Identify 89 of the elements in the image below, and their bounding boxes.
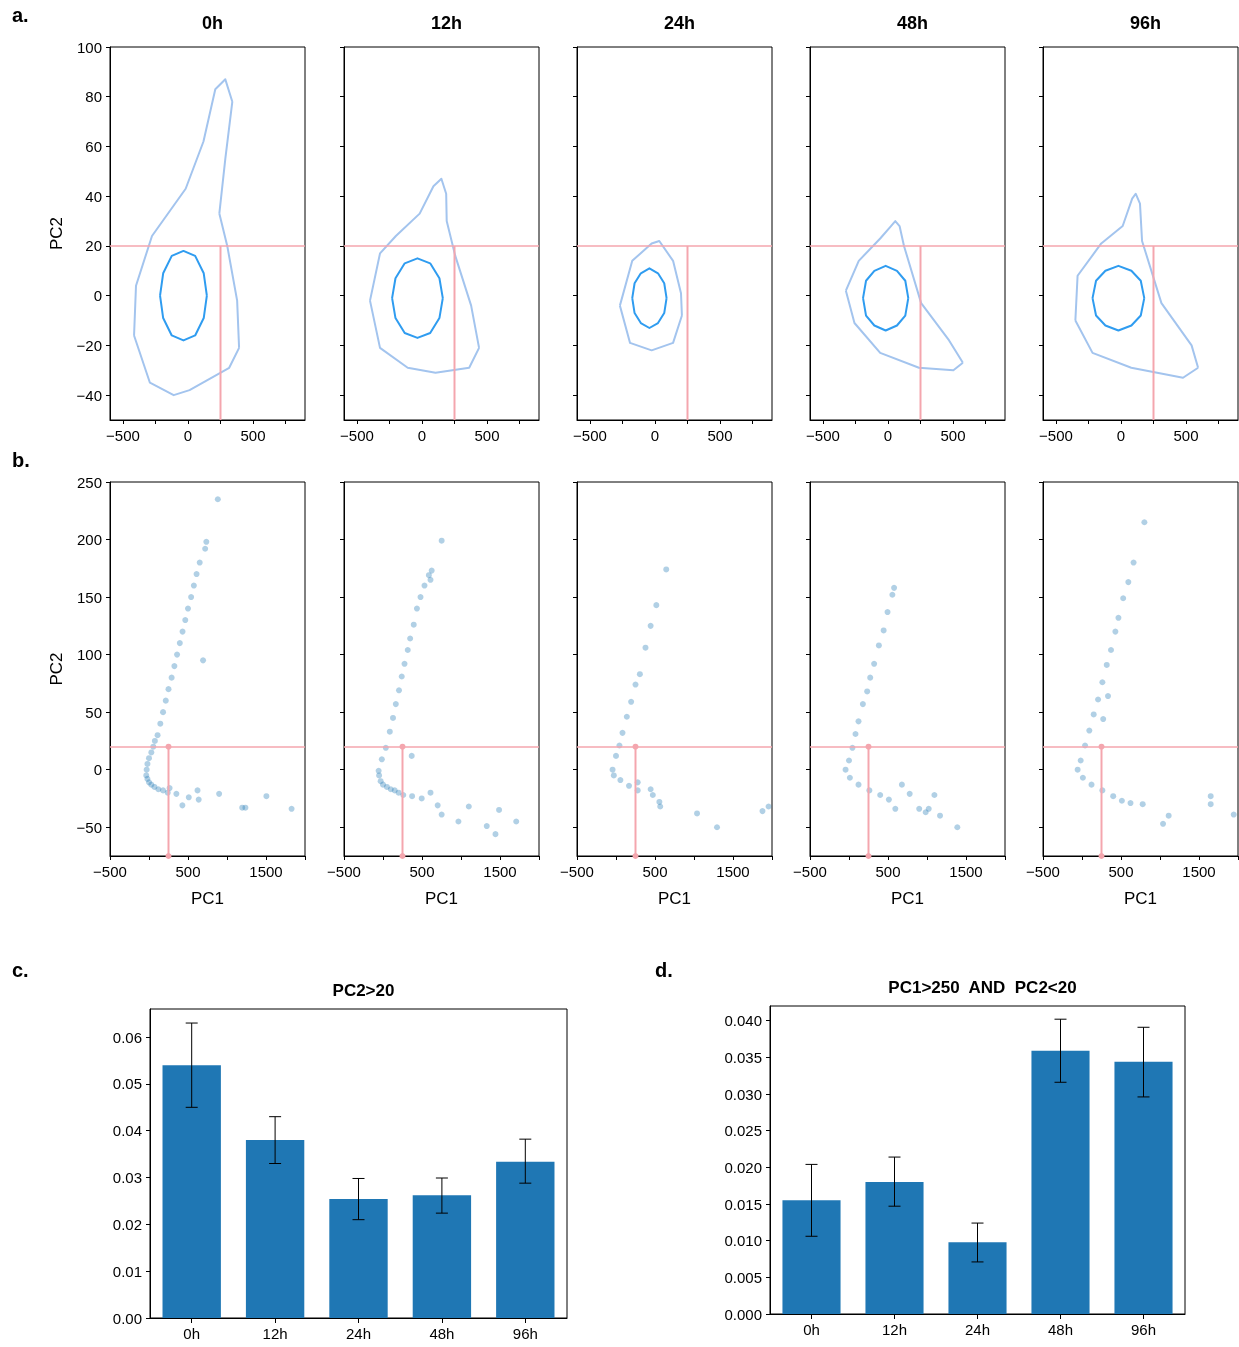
y-axis-title: PC2 (47, 652, 66, 686)
x-tick-label: 500 (642, 863, 668, 880)
x-axis-title: PC1 (424, 889, 459, 908)
x-tick-label: 500 (875, 863, 901, 880)
y-tick-label: −20 (76, 336, 102, 354)
x-tick-label: −500 (327, 863, 361, 880)
x-tick-label: 48h (1047, 1321, 1074, 1338)
x-tick-label: 500 (409, 863, 435, 880)
text: a. (12, 4, 29, 26)
y-tick-label: 0.03 (112, 1169, 142, 1187)
y-axis-title: PC2 (47, 216, 66, 251)
y-tick-label: 0.035 (724, 1048, 762, 1066)
y-tick-label: 0.005 (724, 1268, 762, 1286)
y-tick-label: 0.05 (112, 1075, 142, 1093)
x-tick-label: 0h (183, 1325, 201, 1342)
y-tick-label: 50 (85, 703, 102, 721)
x-tick-label: 500 (175, 863, 201, 880)
chart-title: 24h (663, 13, 696, 33)
x-tick-label: −500 (1026, 863, 1060, 880)
y-tick-label: 0.000 (724, 1305, 762, 1323)
x-tick-label: 0 (650, 427, 660, 444)
x-axis-title: PC1 (1123, 889, 1158, 908)
y-tick-label: 0.02 (112, 1215, 142, 1233)
x-tick-label: 0 (417, 427, 427, 444)
x-tick-label: 24h (345, 1325, 372, 1342)
text: c. (12, 959, 29, 981)
x-axis-title: PC1 (657, 889, 692, 908)
x-tick-label: −500 (340, 427, 374, 444)
x-tick-label: 12h (262, 1325, 288, 1342)
x-tick-label: 1500 (249, 863, 283, 880)
y-tick-label: 0 (93, 761, 102, 779)
y-tick-label: 0.020 (724, 1158, 762, 1176)
x-tick-label: 500 (240, 427, 266, 444)
x-tick-label: 500 (1108, 863, 1134, 880)
y-tick-label: 0.04 (112, 1122, 142, 1140)
x-tick-label: 500 (940, 427, 966, 444)
x-tick-label: 0 (883, 427, 893, 444)
y-tick-label: 40 (85, 187, 102, 205)
y-tick-label: 0.040 (724, 1012, 762, 1030)
y-tick-label: 0 (93, 287, 102, 305)
y-tick-label: −50 (76, 818, 102, 836)
y-tick-label: 0.010 (724, 1232, 762, 1250)
x-tick-label: −500 (793, 863, 827, 880)
y-tick-label: 200 (76, 531, 102, 549)
y-tick-label: −40 (76, 386, 102, 404)
text: d. (655, 959, 673, 981)
x-tick-label: 1500 (1182, 863, 1216, 880)
x-tick-label: 0h (803, 1321, 820, 1338)
x-tick-label: 500 (707, 427, 733, 444)
x-tick-label: 0 (1116, 427, 1126, 444)
x-tick-label: 12h (881, 1321, 908, 1338)
chart-title: 12h (430, 13, 463, 33)
text: b. (12, 449, 30, 471)
x-tick-label: −500 (93, 863, 127, 880)
x-tick-label: 48h (429, 1325, 455, 1342)
x-tick-label: 500 (474, 427, 500, 444)
y-tick-label: 0.01 (112, 1262, 142, 1280)
x-tick-label: 500 (1173, 427, 1199, 444)
y-tick-label: 0.06 (112, 1028, 142, 1046)
chart-title: 48h (896, 13, 929, 33)
chart-title: PC2>20 (332, 981, 395, 1000)
x-tick-label: 96h (512, 1325, 538, 1342)
x-tick-label: −500 (560, 863, 594, 880)
x-tick-label: 1500 (949, 863, 983, 880)
y-tick-label: 0.030 (724, 1085, 762, 1103)
x-tick-label: 0 (183, 427, 193, 444)
x-axis-title: PC1 (890, 889, 925, 908)
y-tick-label: 100 (76, 646, 102, 664)
y-tick-label: 0.025 (724, 1122, 762, 1140)
y-tick-label: 100 (76, 38, 102, 56)
y-tick-label: 60 (85, 137, 102, 155)
y-tick-label: 0.015 (724, 1195, 762, 1213)
y-tick-label: 0.00 (112, 1309, 142, 1327)
y-tick-label: 250 (76, 473, 102, 491)
x-tick-label: 96h (1130, 1321, 1157, 1338)
y-tick-label: 20 (85, 237, 102, 255)
x-tick-label: −500 (1039, 427, 1073, 444)
x-tick-label: −500 (106, 427, 140, 444)
x-tick-label: 1500 (483, 863, 517, 880)
y-tick-label: 150 (76, 588, 102, 606)
y-tick-label: 80 (85, 88, 102, 106)
x-tick-label: 24h (964, 1321, 991, 1338)
x-tick-label: −500 (573, 427, 607, 444)
x-tick-label: −500 (806, 427, 840, 444)
chart-title: PC1>250 AND PC2<20 (888, 978, 1077, 997)
chart-title: 0h (201, 13, 224, 33)
x-axis-title: PC1 (190, 889, 225, 908)
chart-title: 96h (1129, 13, 1162, 33)
x-tick-label: 1500 (716, 863, 750, 880)
